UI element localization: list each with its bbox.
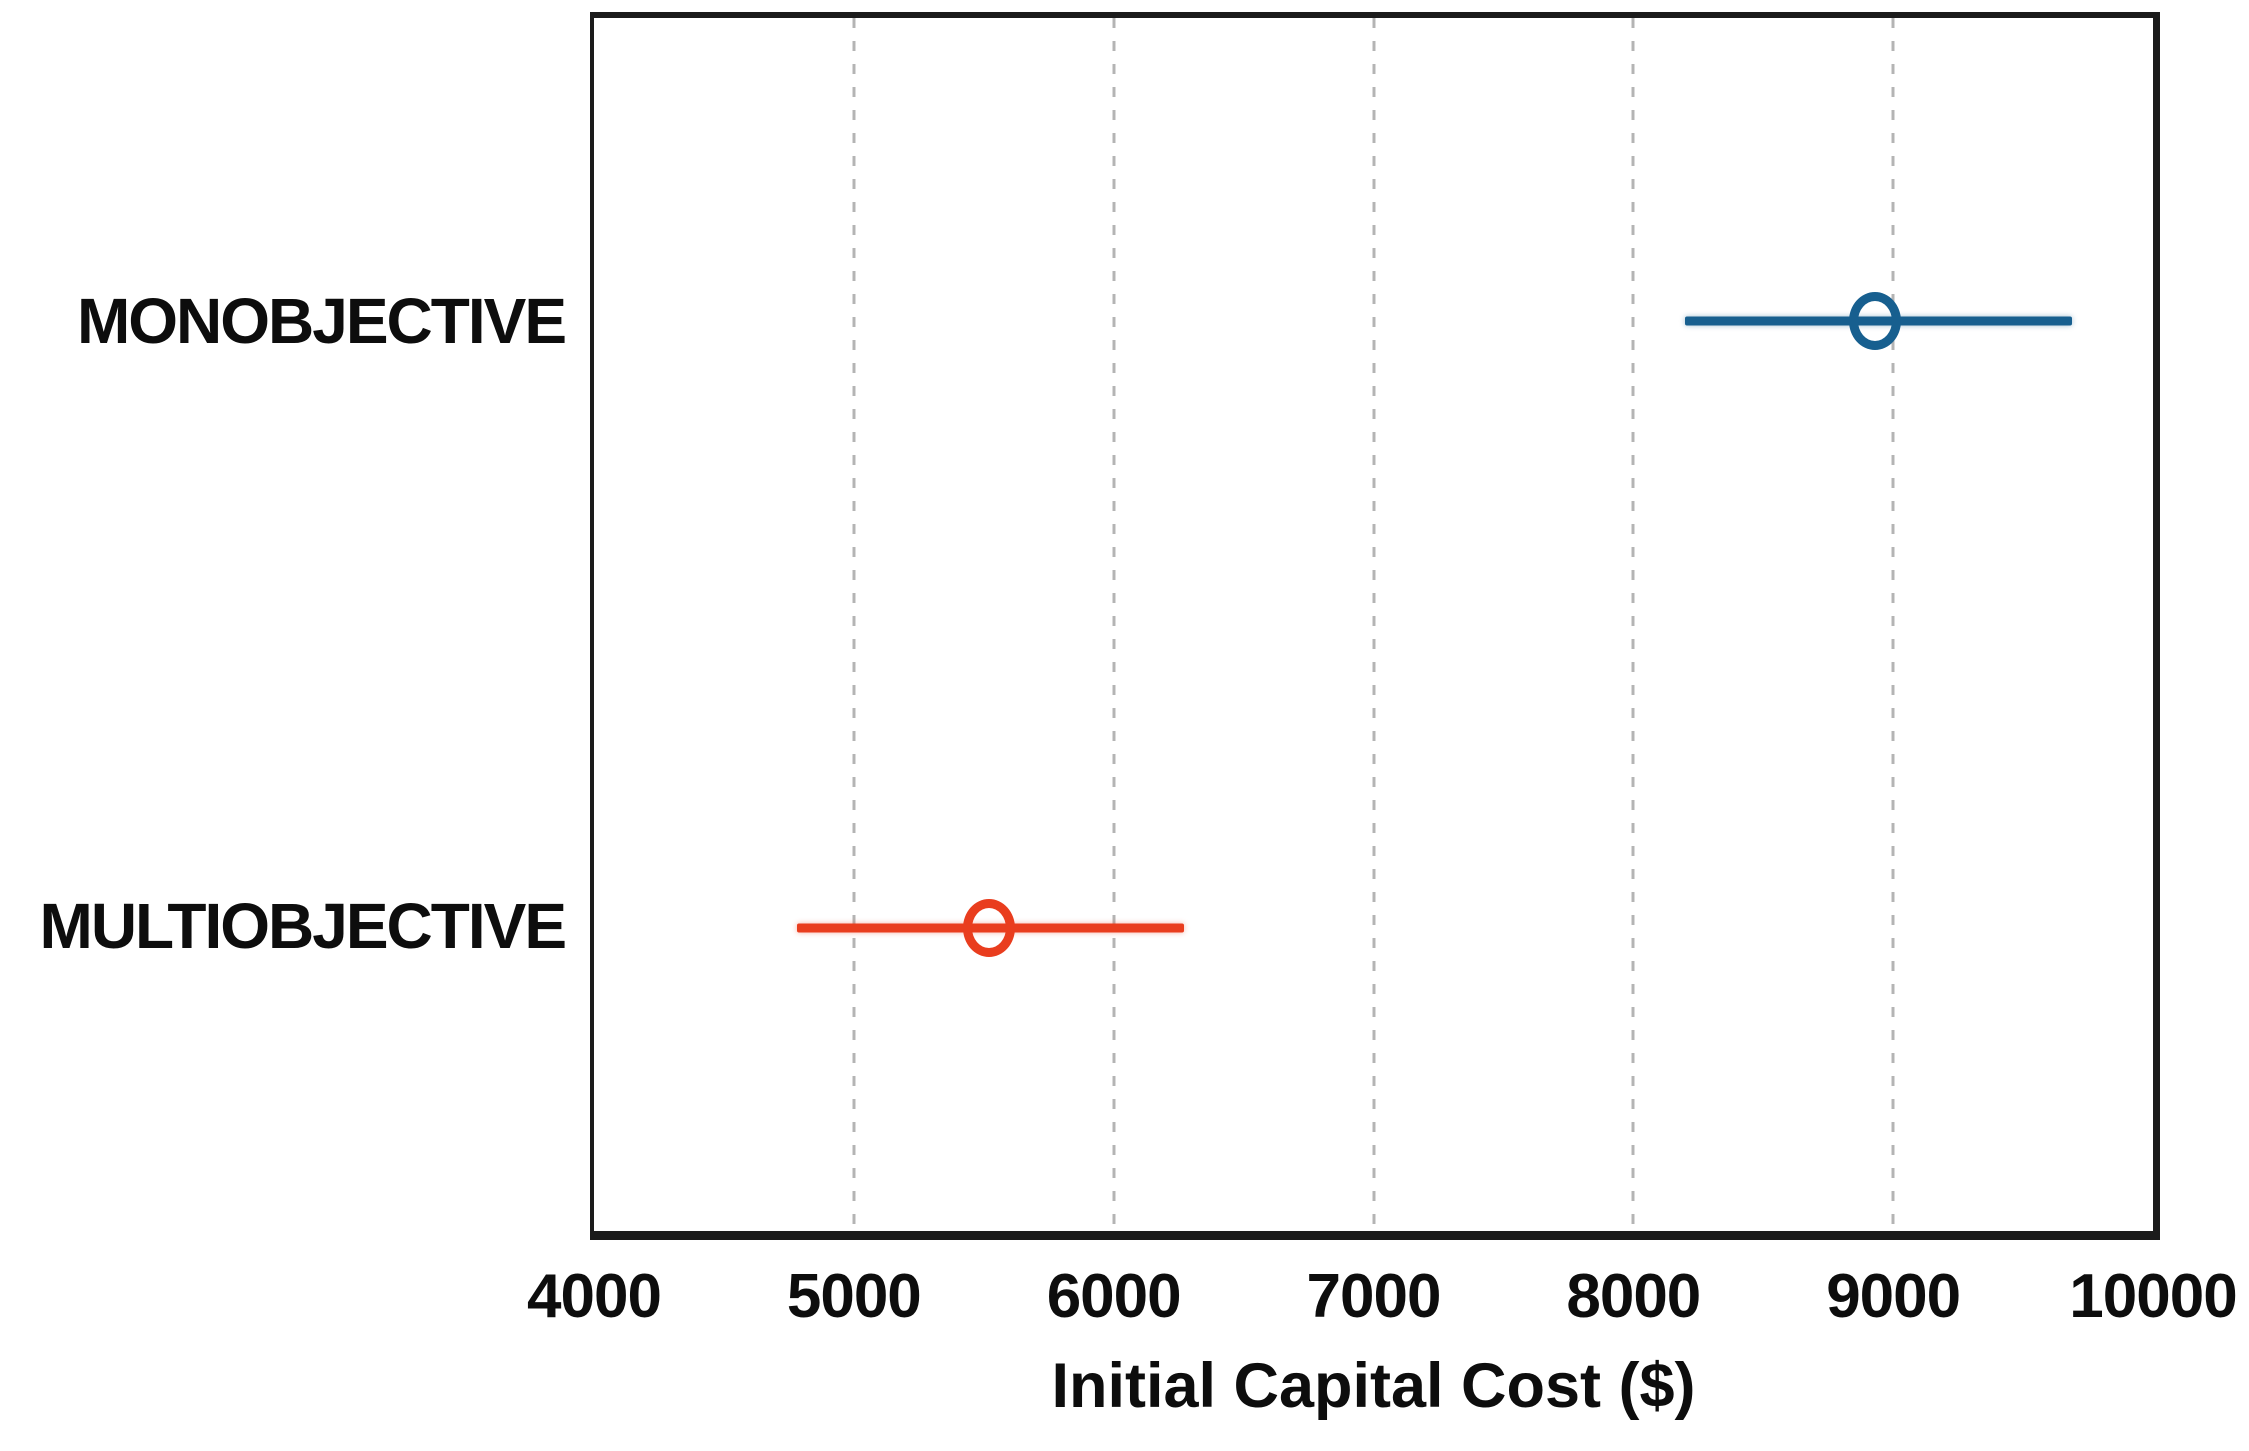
x-axis-title: Initial Capital Cost ($) — [1051, 1351, 1696, 1421]
x-tick-7000: 7000 — [1306, 1262, 1442, 1331]
x-tick-5000: 5000 — [786, 1262, 922, 1331]
x-tick-6000: 6000 — [1046, 1262, 1182, 1331]
category-label-monobjective: MONOBJECTIVE — [76, 284, 567, 357]
marker-multiobjective — [962, 898, 1015, 957]
x-tick-10000: 10000 — [2069, 1262, 2237, 1331]
marker-monobjective — [1848, 292, 1901, 351]
category-labels: MONOBJECTIVE MULTIOBJECTIVE — [0, 18, 568, 1228]
gridline-7000 — [1372, 18, 1375, 1231]
x-tick-9000: 9000 — [1826, 1262, 1961, 1331]
x-tick-layer: 4000 5000 6000 7000 8000 9000 10000 — [527, 1252, 2238, 1342]
gridline-9000 — [1891, 18, 1895, 1231]
plot-inner — [594, 18, 2153, 1231]
plot-area — [590, 12, 2160, 1240]
gridline-8000 — [1631, 18, 1635, 1231]
x-tick-4000: 4000 — [527, 1262, 662, 1331]
gridline-6000 — [1112, 18, 1116, 1231]
category-label-multiobjective: MULTIOBJECTIVE — [39, 889, 567, 962]
x-tick-8000: 8000 — [1566, 1262, 1701, 1331]
gridline-5000 — [852, 18, 856, 1231]
